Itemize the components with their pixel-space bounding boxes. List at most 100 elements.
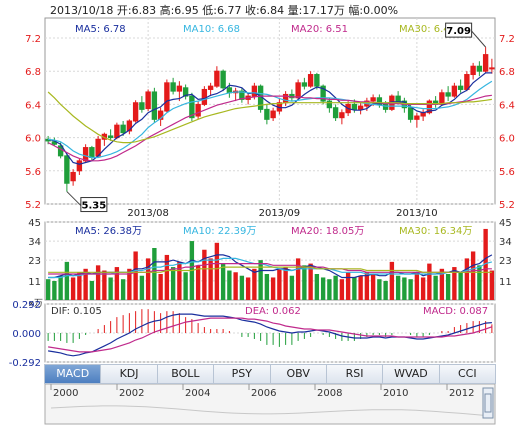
volume-bar [314, 274, 320, 300]
volume-bar [258, 260, 263, 300]
volume-bar [464, 258, 470, 300]
candle-body [482, 54, 489, 72]
candle-body [251, 85, 258, 97]
volume-bar [183, 272, 188, 300]
timeline-year-label: 2002 [119, 388, 144, 399]
volume-right-tick-label: 23 [499, 256, 512, 267]
volume-left-tick-label: 45 [28, 218, 41, 229]
tab-wvad[interactable]: WVAD [383, 364, 440, 384]
volume-bar [320, 277, 326, 300]
candle-body [395, 95, 401, 102]
volume-bar [108, 277, 113, 300]
timeline-year-label: 2008 [317, 388, 342, 399]
volume-bar [133, 251, 138, 300]
candle-body [376, 97, 383, 105]
volume-bar [289, 275, 295, 300]
price-right-tick-label: 7.2 [499, 34, 515, 45]
indicator-tabs: MACD KDJ BOLL PSY OBV RSI WVAD CCI [44, 364, 496, 384]
price-left-tick-label: 6.0 [25, 134, 41, 145]
timeline-range-handle[interactable] [482, 387, 494, 419]
candle-body [382, 103, 389, 110]
price-left-tick-label: 5.6 [25, 167, 41, 178]
candle-body [207, 85, 214, 90]
candle-body [457, 85, 464, 90]
candle-body [295, 82, 301, 99]
date-tick-label: 2013/08 [127, 208, 169, 219]
volume-bar [58, 275, 63, 300]
volume-bar [102, 270, 107, 300]
candle-body [151, 91, 158, 120]
volume-bar [164, 254, 170, 300]
volume-bar [352, 277, 357, 300]
candle-body [470, 65, 476, 76]
volume-bar [364, 272, 370, 300]
candle-body [189, 95, 195, 119]
volume-bar [452, 267, 457, 300]
candle-body [132, 102, 139, 122]
candle-body [139, 102, 145, 110]
candle-body [195, 103, 201, 117]
price-right-tick-label: 5.2 [499, 200, 515, 211]
volume-bar [52, 280, 57, 300]
macd-dif-line [48, 313, 492, 357]
volume-ma-legend: MA30: 16.34万 [399, 226, 472, 237]
volume-bar [327, 279, 332, 300]
volume-bar [195, 265, 201, 300]
tab-rsi[interactable]: RSI [326, 364, 384, 384]
timeline-navigator [44, 383, 496, 425]
volume-bar [127, 268, 132, 300]
date-tick-label: 2013/10 [396, 208, 438, 219]
volume-bar [377, 279, 382, 300]
candle-body [64, 155, 70, 184]
candle-body [451, 85, 458, 97]
candle-body [320, 85, 326, 102]
price-ma30-line [47, 91, 492, 144]
volume-bar [170, 267, 176, 300]
volume-bar [427, 263, 432, 300]
tab-boll[interactable]: BOLL [157, 364, 215, 384]
volume-bar [333, 275, 338, 300]
volume-left-tick-label: 11 [28, 277, 41, 288]
volume-bar [114, 267, 120, 300]
candle-body [445, 92, 451, 97]
macd-tick-label: -0.292 [9, 358, 41, 369]
volume-right-tick-label: 34 [499, 237, 512, 248]
macd-legend: DEA: 0.062 [245, 306, 301, 317]
timeline-year-label: 2000 [53, 388, 78, 399]
volume-bar [277, 268, 282, 300]
price-ma10-line [48, 80, 493, 159]
timeline-year-label: 2010 [383, 388, 408, 399]
annotation-box [445, 22, 473, 38]
candle-body [414, 115, 420, 120]
volume-ma-legend: MA20: 18.05万 [291, 226, 364, 237]
volume-bar [70, 277, 76, 300]
candle-body [307, 74, 314, 87]
volume-bar [370, 274, 376, 300]
candle-body [89, 147, 95, 159]
candle-body [214, 70, 220, 87]
candle-body [70, 171, 76, 182]
candle-body [239, 90, 245, 100]
volume-bar [308, 263, 313, 300]
candle-body [145, 91, 151, 110]
tab-macd[interactable]: MACD [44, 364, 102, 384]
candle-body [201, 88, 208, 105]
volume-bar [383, 280, 388, 300]
timeline-year-label: 2004 [185, 388, 210, 399]
tab-kdj[interactable]: KDJ [101, 364, 158, 384]
volume-ma-legend: MA10: 22.39万 [183, 226, 256, 237]
price-extreme-label: 7.09 [446, 26, 471, 37]
tab-obv[interactable]: OBV [270, 364, 327, 384]
price-ma5-line [47, 72, 492, 165]
tab-cci[interactable]: CCI [439, 364, 496, 384]
tab-psy[interactable]: PSY [214, 364, 271, 384]
volume-bar [439, 268, 445, 300]
volume-bar [414, 272, 420, 300]
volume-bar [208, 258, 213, 300]
price-left-tick-label: 7.2 [25, 34, 41, 45]
candle-body [82, 147, 89, 162]
volume-bar [302, 265, 307, 300]
volume-bar [233, 272, 238, 300]
volume-bar [358, 275, 363, 300]
